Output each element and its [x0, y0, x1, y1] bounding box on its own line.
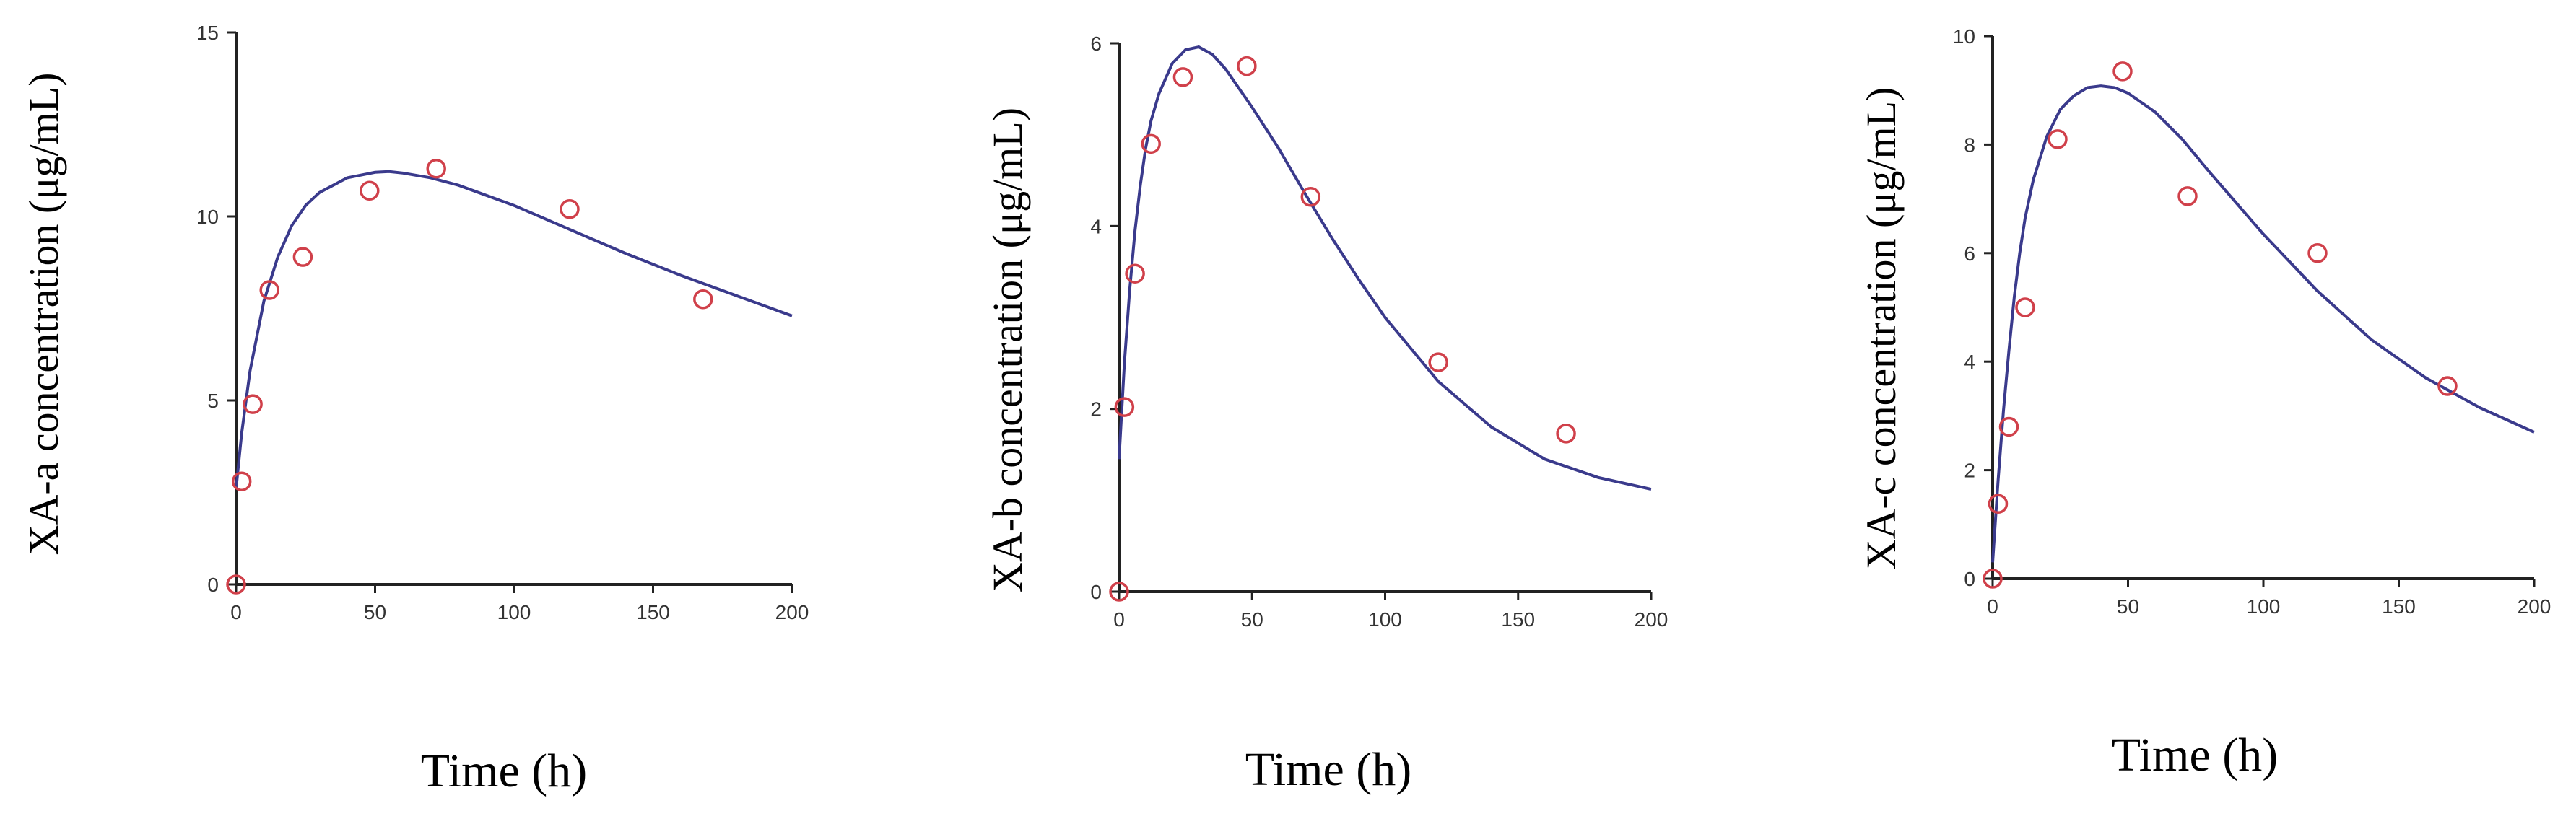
y-tick-label: 2 — [1964, 460, 1975, 482]
observed-point — [1988, 494, 2009, 514]
x-tick-label: 0 — [230, 601, 242, 623]
observed-point — [1141, 133, 1161, 154]
chart-panel-2: 0 50 100 150 200 0 2 4 6 XA-b concentration (μg/m… — [984, 32, 1668, 796]
x-axis-label: Time (h) — [1245, 743, 1411, 796]
y-tick-label: 2 — [1090, 398, 1102, 421]
observed-point — [226, 574, 246, 595]
x-tick-label: 50 — [1241, 608, 1263, 631]
x-tick-label: 0 — [1987, 595, 1998, 618]
y-tick-label: 4 — [1090, 215, 1102, 237]
observed-point — [1114, 397, 1135, 417]
observed-point — [2177, 186, 2198, 206]
y-tick-label: 10 — [196, 206, 219, 228]
y-axis-label: XA-a concentration (μg/mL) — [20, 73, 67, 556]
observed-point — [1125, 263, 1145, 284]
y-axis-label: XA-b concentration (μg/mL) — [984, 108, 1031, 592]
observed-point — [1983, 569, 2003, 589]
observed-point — [2048, 129, 2068, 149]
x-tick-label: 200 — [2518, 595, 2551, 618]
observed-point — [426, 158, 446, 179]
x-tick-label: 50 — [2117, 595, 2139, 618]
observed-point — [1428, 352, 1448, 372]
x-tick-label: 50 — [364, 601, 386, 623]
y-tick-label: 8 — [1964, 133, 1975, 156]
y-axis-label: XA-c concentration (μg/mL) — [1858, 87, 1905, 570]
observed-point — [231, 471, 252, 491]
observed-point — [360, 180, 380, 201]
y-tick-label: 0 — [1964, 568, 1975, 590]
x-tick-label: 150 — [1501, 608, 1535, 631]
observed-point — [1556, 424, 1576, 444]
observed-point — [2307, 243, 2328, 263]
observed-point — [1109, 582, 1129, 602]
observed-point — [2112, 61, 2133, 82]
x-tick-label: 200 — [775, 601, 809, 623]
observed-point — [1172, 67, 1193, 87]
x-tick-label: 200 — [1635, 608, 1668, 631]
y-tick-label: 6 — [1964, 242, 1975, 265]
fitted-curve — [1118, 45, 1652, 491]
y-tick-label: 5 — [207, 390, 219, 412]
chart-panel-3: 0 50 100 150 200 0 2 4 6 8 10 XA-c concentration (μ… — [1858, 25, 2551, 781]
x-tick-label: 150 — [636, 601, 670, 623]
observed-point — [292, 247, 313, 267]
observed-point — [2437, 376, 2458, 396]
y-tick-label: 4 — [1964, 351, 1975, 373]
observed-point — [560, 199, 580, 219]
observed-point — [1237, 56, 1257, 76]
x-axis-label: Time (h) — [421, 745, 587, 797]
y-tick-label: 0 — [1090, 581, 1102, 603]
chart-panel-1: 0 50 100 150 200 0 5 10 15 XA-a concentration (μg… — [20, 22, 809, 797]
observed-point — [1300, 187, 1321, 207]
x-tick-label: 100 — [497, 601, 531, 623]
x-tick-label: 0 — [1113, 608, 1125, 631]
y-tick-label: 15 — [196, 22, 219, 44]
y-tick-label: 10 — [1953, 25, 1975, 48]
x-tick-label: 100 — [1368, 608, 1402, 631]
observed-point — [259, 280, 279, 300]
observed-point — [2015, 297, 2035, 317]
y-tick-label: 0 — [207, 574, 219, 596]
observed-point — [243, 394, 263, 414]
x-tick-label: 100 — [2247, 595, 2281, 618]
fitted-curve — [1991, 84, 2535, 563]
y-tick-label: 6 — [1090, 32, 1102, 55]
x-tick-label: 150 — [2382, 595, 2416, 618]
observed-point — [1998, 416, 2019, 437]
fitted-curve — [235, 170, 793, 489]
observed-point — [693, 289, 713, 310]
x-axis-label: Time (h) — [2112, 729, 2278, 781]
